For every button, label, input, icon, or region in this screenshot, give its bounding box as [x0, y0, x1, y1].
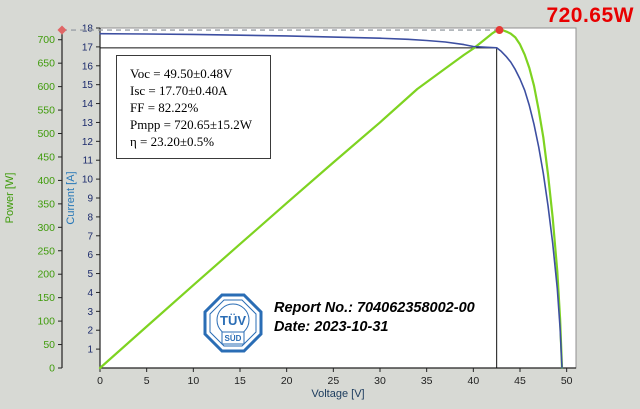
current-tick-label: 18	[82, 24, 94, 35]
report-number: Report No.: 704062358002-00	[274, 300, 475, 316]
current-tick-label: 6	[87, 250, 93, 261]
power-tick-label: 700	[37, 34, 55, 46]
current-tick-label: 7	[87, 231, 93, 242]
power-tick-label: 50	[43, 339, 55, 351]
power-tick-label: 450	[37, 151, 55, 163]
x-tick-label: 10	[187, 375, 199, 387]
x-tick-label: 50	[561, 375, 573, 387]
power-tick-label: 0	[49, 363, 55, 375]
power-tick-label: 300	[37, 222, 55, 234]
power-axis-title: Power [W]	[4, 173, 16, 224]
power-tick-label: 600	[37, 81, 55, 93]
x-tick-label: 40	[467, 375, 479, 387]
pmpp-value-label: 720.65W	[546, 4, 634, 27]
current-tick-label: 16	[82, 61, 94, 72]
current-tick-label: 14	[82, 99, 94, 110]
logo-text-sued: SÜD	[225, 334, 242, 343]
current-tick-label: 13	[82, 118, 94, 129]
peak-dot-marker	[495, 26, 504, 35]
logo-octagon-inner	[209, 299, 257, 347]
current-tick-label: 11	[83, 156, 94, 167]
x-tick-label: 25	[327, 375, 339, 387]
stats-box: Voc = 49.50±0.48V Isc = 17.70±0.40A FF =…	[116, 55, 272, 159]
current-tick-label: 9	[87, 194, 93, 205]
current-tick-label: 4	[87, 288, 93, 299]
current-tick-label: 12	[82, 137, 94, 148]
peak-diamond-marker	[57, 25, 67, 35]
power-tick-label: 400	[37, 175, 55, 187]
x-tick-label: 20	[281, 375, 293, 387]
x-tick-label: 30	[374, 375, 386, 387]
x-tick-label: 35	[421, 375, 433, 387]
power-tick-label: 100	[37, 316, 55, 328]
power-tick-label: 350	[37, 198, 55, 210]
power-tick-label: 550	[37, 105, 55, 117]
curve-current-voltage	[99, 32, 563, 369]
current-axis-title: Current [A]	[65, 171, 77, 224]
stat-ff: FF = 82.22%	[130, 100, 199, 115]
stat-pmpp: Pmpp = 720.65±15.2W	[130, 117, 253, 132]
stat-eta: η = 23.20±0.5%	[130, 134, 215, 149]
x-axis-title: Voltage [V]	[311, 388, 364, 400]
report-date: Date: 2023-10-31	[274, 319, 389, 335]
current-tick-label: 3	[87, 307, 93, 318]
current-tick-label: 2	[87, 326, 93, 337]
power-tick-label: 500	[37, 128, 55, 140]
x-tick-label: 5	[144, 375, 150, 387]
report-info: Report No.: 704062358002-00 Date: 2023-1…	[274, 299, 475, 337]
tuv-logo-icon: TÜV SÜD	[203, 293, 263, 353]
x-tick-label: 15	[234, 375, 246, 387]
current-tick-label: 8	[87, 212, 93, 223]
tuv-logo: TÜV SÜD	[203, 293, 263, 353]
logo-octagon-outer	[203, 293, 263, 353]
current-tick-label: 15	[82, 80, 94, 91]
power-tick-label: 650	[37, 58, 55, 70]
current-tick-label: 17	[82, 42, 94, 53]
logo-text-tuv: TÜV	[220, 313, 246, 328]
stat-isc: Isc = 17.70±0.40A	[130, 83, 228, 98]
stat-voc: Voc = 49.50±0.48V	[130, 66, 233, 81]
power-tick-label: 250	[37, 245, 55, 257]
power-tick-label: 200	[37, 269, 55, 281]
current-tick-label: 5	[87, 269, 93, 280]
current-tick-label: 1	[87, 345, 93, 356]
power-tick-label: 150	[37, 292, 55, 304]
current-tick-label: 10	[82, 175, 94, 186]
x-tick-label: 0	[97, 375, 103, 387]
logo-sued-box	[221, 331, 245, 345]
x-tick-label: 45	[514, 375, 526, 387]
